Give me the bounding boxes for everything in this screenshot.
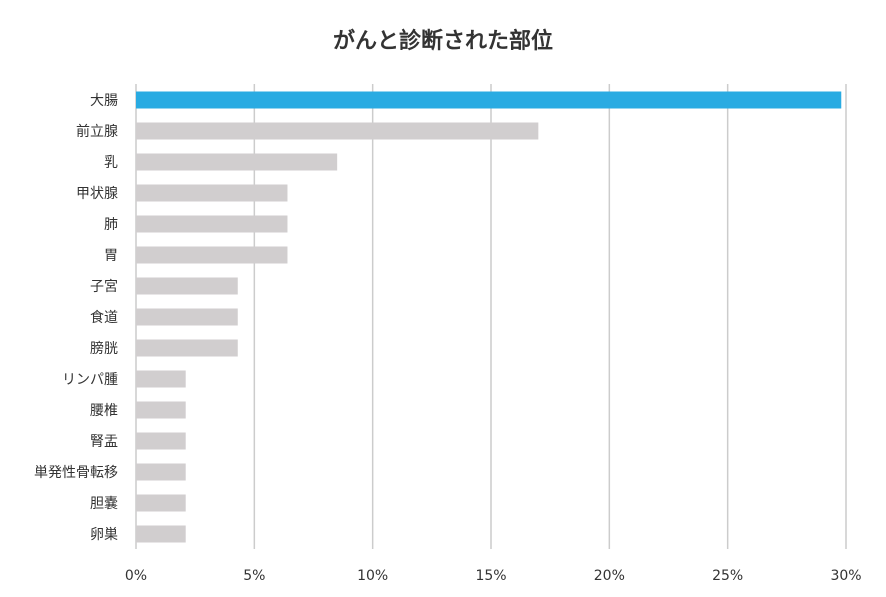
category-label: 甲状腺 [76,186,118,202]
bar-8 [136,308,238,326]
category-label: 胆嚢 [90,496,118,512]
bar-11 [136,401,186,419]
category-label: 腎盂 [90,434,118,450]
category-label: 乳 [104,155,118,171]
bar-13 [136,463,186,481]
category-label: 前立腺 [76,123,118,140]
category-label: リンパ腫 [62,372,118,388]
bar-5 [136,215,288,233]
x-tick-label: 15% [475,568,506,584]
bar-10 [136,370,186,388]
x-tick-label: 10% [357,568,388,584]
category-label: 卵巣 [90,527,118,543]
bars [136,91,842,543]
category-label: 膀胱 [90,340,118,357]
category-label: 単発性骨転移 [34,465,118,481]
bar-12 [136,432,186,450]
x-tick-label: 25% [712,568,743,584]
bar-3 [136,153,338,171]
category-label: 腰椎 [90,403,118,419]
category-label: 食道 [90,309,118,326]
category-label: 大腸 [90,93,118,109]
bar-2 [136,122,539,140]
category-label: 子宮 [90,279,118,295]
x-tick-label: 0% [125,568,147,584]
category-label: 肺 [104,217,118,233]
x-tick-label: 30% [830,568,861,584]
bar-14 [136,494,186,512]
x-tick-label: 20% [594,568,625,584]
bar-6 [136,246,288,264]
chart-title: がんと診断された部位 [333,28,553,54]
x-tick-label: 5% [243,568,265,584]
category-label: 胃 [104,248,118,264]
bar-1 [136,91,842,109]
bar-4 [136,184,288,202]
bar-9 [136,339,238,357]
x-axis-ticks: 0% 5% 10% 15% 20% 25% 30% [125,568,862,584]
bar-15 [136,525,186,543]
bar-7 [136,277,238,295]
